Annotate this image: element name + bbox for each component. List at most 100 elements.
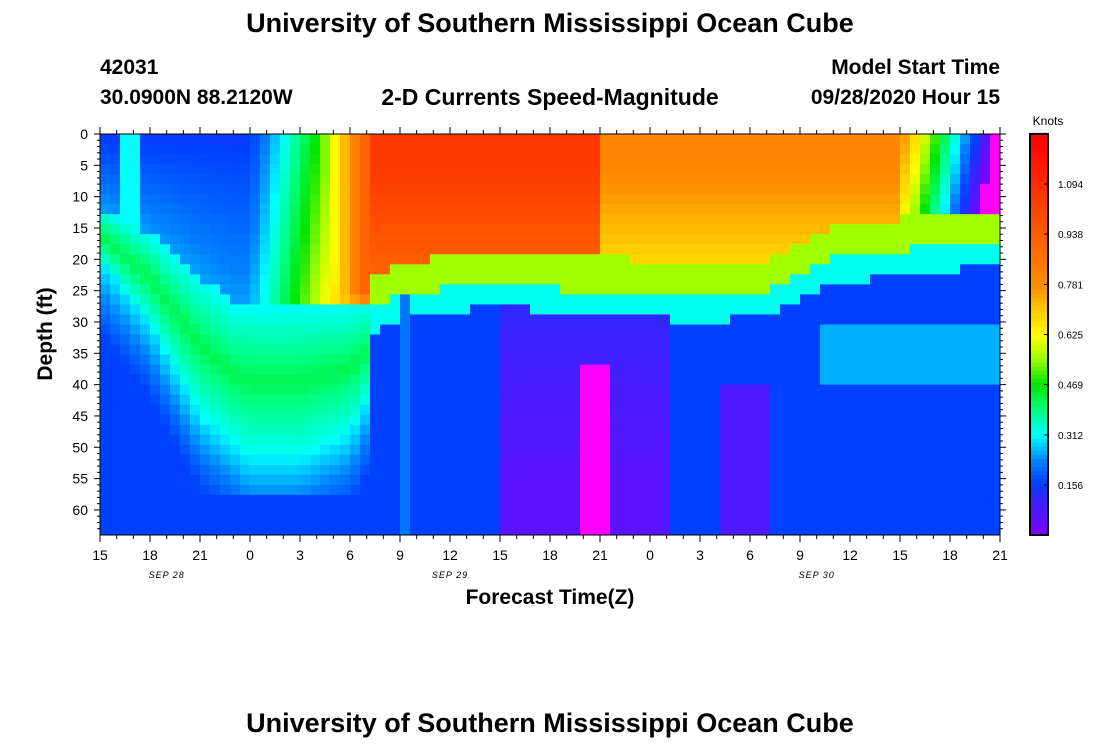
- heat-cell: [610, 194, 621, 205]
- heat-cell: [800, 464, 811, 476]
- heat-cell: [760, 314, 771, 326]
- heat-cell: [680, 474, 691, 486]
- heat-cell: [430, 394, 441, 406]
- heat-cell: [150, 334, 161, 346]
- heat-cell: [370, 194, 381, 205]
- heat-cell: [620, 294, 631, 306]
- heat-cell: [730, 244, 741, 255]
- heat-cell: [950, 174, 961, 185]
- heat-cell: [320, 254, 331, 265]
- heat-cell: [910, 164, 921, 175]
- heat-cell: [340, 474, 351, 486]
- heat-cell: [160, 334, 171, 346]
- heat-cell: [520, 474, 531, 486]
- heat-cell: [390, 294, 401, 306]
- heat-cell: [960, 514, 971, 526]
- colorbar-segment: [1030, 402, 1048, 408]
- heat-cell: [680, 484, 691, 496]
- heat-cell: [850, 514, 861, 526]
- heat-cell: [210, 184, 221, 195]
- heat-cell: [480, 164, 491, 175]
- heat-cell: [650, 424, 661, 436]
- heat-cell: [820, 354, 831, 366]
- heat-cell: [850, 494, 861, 506]
- heat-cell: [710, 194, 721, 205]
- heat-cell: [800, 504, 811, 516]
- heat-cell: [450, 144, 461, 155]
- heat-cell: [900, 164, 911, 175]
- heat-cell: [940, 294, 951, 306]
- station-location: 30.0900N 88.2120W: [100, 86, 293, 109]
- heat-cell: [500, 424, 511, 436]
- heat-cell: [720, 404, 731, 416]
- heat-cell: [490, 304, 501, 316]
- heat-cell: [120, 344, 131, 356]
- heat-cell: [630, 394, 641, 406]
- heat-cell: [600, 134, 611, 145]
- heat-cell: [550, 254, 561, 265]
- heat-cell: [530, 214, 541, 225]
- heat-cell: [740, 314, 751, 326]
- heat-cell: [490, 134, 501, 145]
- heat-cell: [880, 294, 891, 306]
- heat-cell: [990, 374, 1000, 386]
- heat-cell: [270, 424, 281, 436]
- heat-cell: [750, 464, 761, 476]
- heat-cell: [130, 244, 141, 255]
- heat-cell: [920, 444, 931, 456]
- heat-cell: [310, 254, 321, 265]
- heat-cell: [930, 334, 941, 346]
- heat-cell: [680, 454, 691, 466]
- heat-cell: [660, 374, 671, 386]
- heat-cell: [360, 164, 371, 175]
- heat-cell: [870, 334, 881, 346]
- heat-cell: [180, 424, 191, 436]
- heat-cell: [280, 464, 291, 476]
- heat-cell: [120, 444, 131, 456]
- heat-cell: [390, 264, 401, 275]
- heat-cell: [760, 324, 771, 336]
- colorbar-segment: [1030, 254, 1048, 259]
- heat-cell: [340, 134, 351, 145]
- heat-cell: [200, 504, 211, 516]
- heat-cell: [670, 144, 681, 155]
- heat-cell: [960, 504, 971, 516]
- heat-cell: [330, 394, 341, 406]
- heat-cell: [250, 364, 261, 376]
- heat-cell: [800, 364, 811, 376]
- chart-title: 2-D Currents Speed-Magnitude: [381, 84, 719, 110]
- heat-cell: [850, 324, 861, 336]
- heat-cell: [240, 134, 251, 145]
- heat-cell: [950, 164, 961, 175]
- heat-cell: [390, 284, 401, 296]
- heat-cell: [820, 394, 831, 406]
- heat-cell: [790, 444, 801, 456]
- heat-cell: [570, 384, 581, 396]
- heat-cell: [550, 164, 561, 175]
- heat-cell: [960, 274, 971, 285]
- heat-cell: [530, 384, 541, 396]
- heat-cell: [110, 154, 121, 165]
- heat-cell: [270, 404, 281, 416]
- heat-cell: [150, 174, 161, 185]
- heat-cell: [140, 334, 151, 346]
- heat-cell: [230, 444, 241, 456]
- heat-cell: [890, 324, 901, 336]
- heat-cell: [290, 174, 301, 185]
- colorbar-segment: [1030, 398, 1048, 404]
- heat-cell: [590, 494, 601, 506]
- x-tick-label: 15: [892, 547, 908, 563]
- heat-cell: [430, 174, 441, 185]
- heat-cell: [620, 334, 631, 346]
- heat-cell: [640, 484, 651, 496]
- heat-cell: [740, 374, 751, 386]
- heat-cell: [310, 364, 321, 376]
- heat-cell: [380, 244, 391, 255]
- heat-cell: [920, 294, 931, 306]
- heat-cell: [140, 224, 151, 235]
- heat-cell: [600, 274, 611, 285]
- heat-cell: [550, 424, 561, 436]
- heat-cell: [830, 254, 841, 265]
- heat-cell: [230, 424, 241, 436]
- heat-cell: [710, 234, 721, 245]
